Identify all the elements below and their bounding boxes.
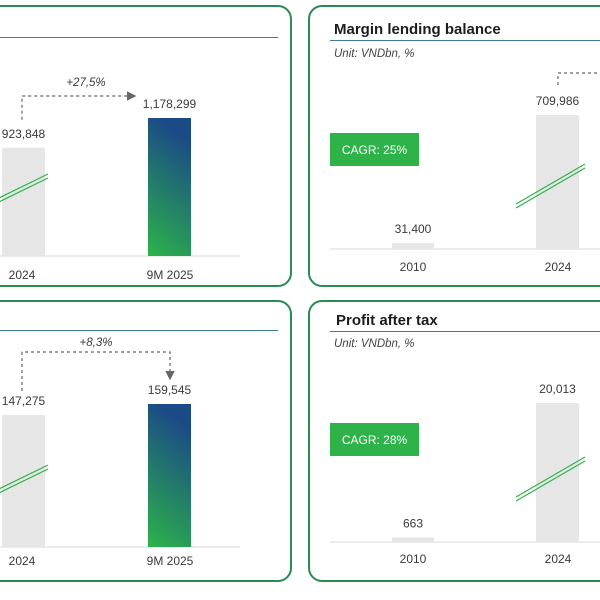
data-label: 147,275 [2,394,46,408]
data-label: 1,178,299 [143,97,197,111]
bar-2024 [2,147,45,256]
category-label: 2024 [545,260,572,274]
chart-bottom-right: 663 20,013 2010 2024 [330,382,600,566]
data-label: 709,986 [536,94,580,108]
chart-top-right: 31,400 709,986 2010 2024 [330,72,600,274]
category-label: 9M 2025 [147,554,194,568]
bar-2010 [392,537,434,542]
panel-bottom-left: 147,275 159,545 2024 9M 2025 +8,3% [0,300,292,582]
category-label: 2010 [400,260,427,274]
growth-arrow [21,351,175,391]
category-label: 2024 [545,552,572,566]
chart-top-left: 923,848 1,178,299 2024 9M 2025 +27,5% [0,77,240,282]
chart-unit: Unit: VNDbn, % [334,338,415,350]
trend-line [515,460,586,502]
panel-bottom-right: Profit after tax Unit: VNDbn, % CAGR: 28… [308,300,600,582]
trend-line [0,464,49,490]
category-label: 2024 [9,268,36,282]
trend-line [515,167,586,209]
trend-line [0,177,49,203]
trend-line [0,468,49,494]
title-underline [330,40,600,41]
trend-line [515,163,586,205]
category-label: 9M 2025 [147,268,194,282]
trend-line [515,456,586,498]
title-underline [330,331,600,332]
data-label: 159,545 [148,383,192,397]
chart-title: Margin lending balance [334,21,501,38]
data-label: 20,013 [539,382,576,396]
chart-title: Profit after tax [336,312,438,329]
title-underline [0,37,278,38]
bar-9m-2025 [148,404,191,547]
bar-2010 [392,243,434,249]
category-label: 2010 [400,552,427,566]
data-label: 31,400 [395,222,432,236]
category-label: 2024 [9,554,36,568]
growth-label: +8,3% [80,337,113,349]
data-label: 663 [403,516,423,530]
chart-bottom-left: 147,275 159,545 2024 9M 2025 +8,3% [0,337,240,568]
data-label: 923,848 [2,127,46,141]
cagr-badge: CAGR: 25% [330,133,419,166]
trend-line [0,173,49,199]
cagr-badge: CAGR: 28% [330,423,419,456]
chart-unit: Unit: VNDbn, % [334,48,415,60]
bar-2024 [536,115,579,249]
panel-top-right: Margin lending balance Unit: VNDbn, % CA… [308,5,600,287]
growth-arrow [557,72,600,85]
bar-9m-2025 [148,118,191,256]
growth-arrow [21,91,137,120]
title-underline [0,330,278,331]
panel-top-left: 923,848 1,178,299 2024 9M 2025 +27,5% [0,5,292,287]
growth-label: +27,5% [66,77,105,89]
